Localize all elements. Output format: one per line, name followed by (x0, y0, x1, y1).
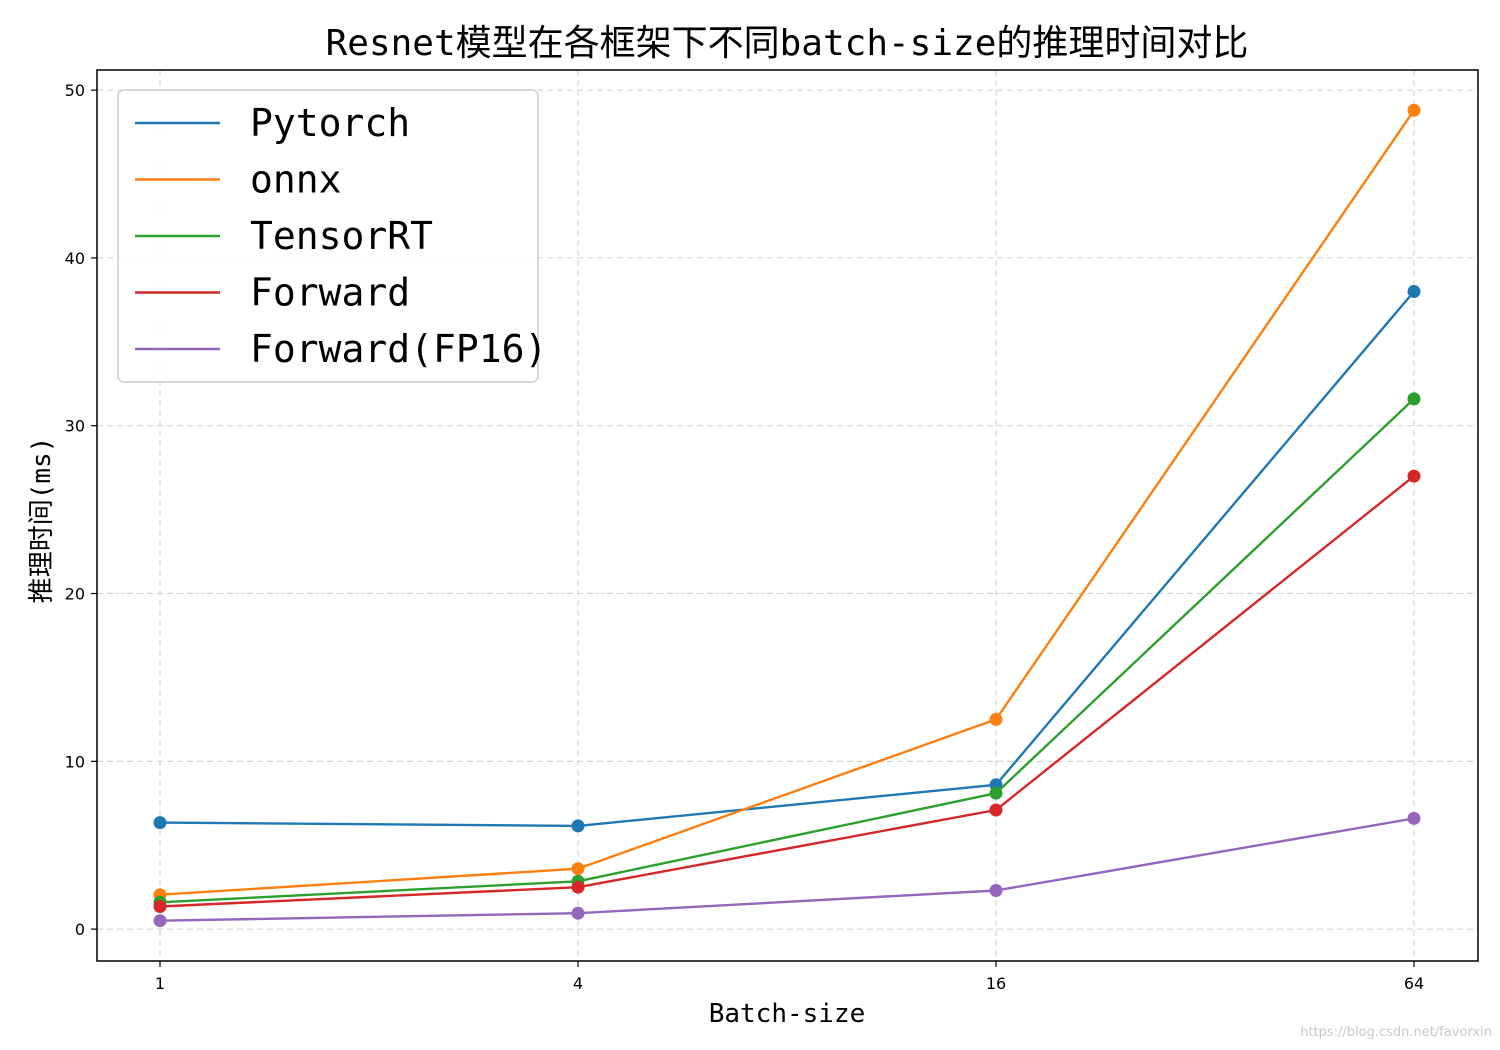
data-point (989, 803, 1003, 817)
y-tick-label: 20 (65, 585, 85, 604)
series-line (159, 817, 1415, 922)
data-point (1407, 811, 1421, 825)
data-point (989, 884, 1003, 897)
data-point (153, 900, 167, 913)
x-axis-label: Batch-size (709, 999, 866, 1029)
data-point (571, 906, 585, 920)
x-tick-label: 16 (986, 974, 1006, 993)
legend-entry: onnx (135, 158, 342, 202)
legend-label: onnx (250, 158, 342, 202)
legend-label: Forward(FP16) (250, 327, 547, 371)
legend: Pytorch onnx TensorRT Forward Forward(FP16) (117, 89, 547, 383)
y-tick-label: 10 (65, 752, 85, 771)
y-tick-label: 30 (65, 417, 85, 436)
legend-box (117, 89, 539, 383)
legend-label: Forward (250, 271, 410, 315)
y-axis-label: 推理时间(ms) (27, 437, 57, 604)
data-point (571, 819, 585, 833)
legend-entry: Pytorch (135, 101, 410, 145)
axis-ticks: 1 4 16 64 0 10 20 30 40 50 (65, 81, 1425, 993)
series-4 (153, 811, 1421, 928)
series-line (159, 290, 1415, 828)
series-layer (153, 103, 1421, 928)
y-tick-label: 40 (65, 249, 85, 268)
data-point (153, 816, 167, 830)
series-line (159, 475, 1415, 908)
y-tick-label: 0 (75, 920, 85, 939)
data-point (571, 862, 585, 876)
legend-entry: Forward(FP16) (135, 327, 547, 371)
chart-title: Resnet模型在各框架下不同batch-size的推理时间对比 (326, 23, 1249, 64)
data-point (989, 712, 1003, 726)
x-tick-label: 64 (1404, 974, 1424, 993)
legend-label: Pytorch (250, 101, 410, 145)
data-point (989, 786, 1003, 800)
plot-area-frame (96, 69, 1479, 962)
data-point (1407, 103, 1421, 117)
data-point (1407, 285, 1421, 298)
data-point (1407, 469, 1421, 483)
series-3 (153, 469, 1421, 913)
legend-entry: Forward (135, 271, 410, 315)
series-line (159, 109, 1415, 896)
data-point (1407, 392, 1421, 406)
x-tick-label: 4 (573, 974, 583, 993)
data-point (153, 914, 167, 928)
data-point (571, 880, 585, 894)
y-tick-label: 50 (65, 81, 85, 100)
x-tick-label: 1 (155, 974, 165, 993)
legend-label: TensorRT (250, 214, 433, 258)
legend-entry: TensorRT (135, 214, 433, 258)
series-line (159, 398, 1415, 904)
watermark-text: https://blog.csdn.net/favorxin (1300, 1025, 1492, 1040)
